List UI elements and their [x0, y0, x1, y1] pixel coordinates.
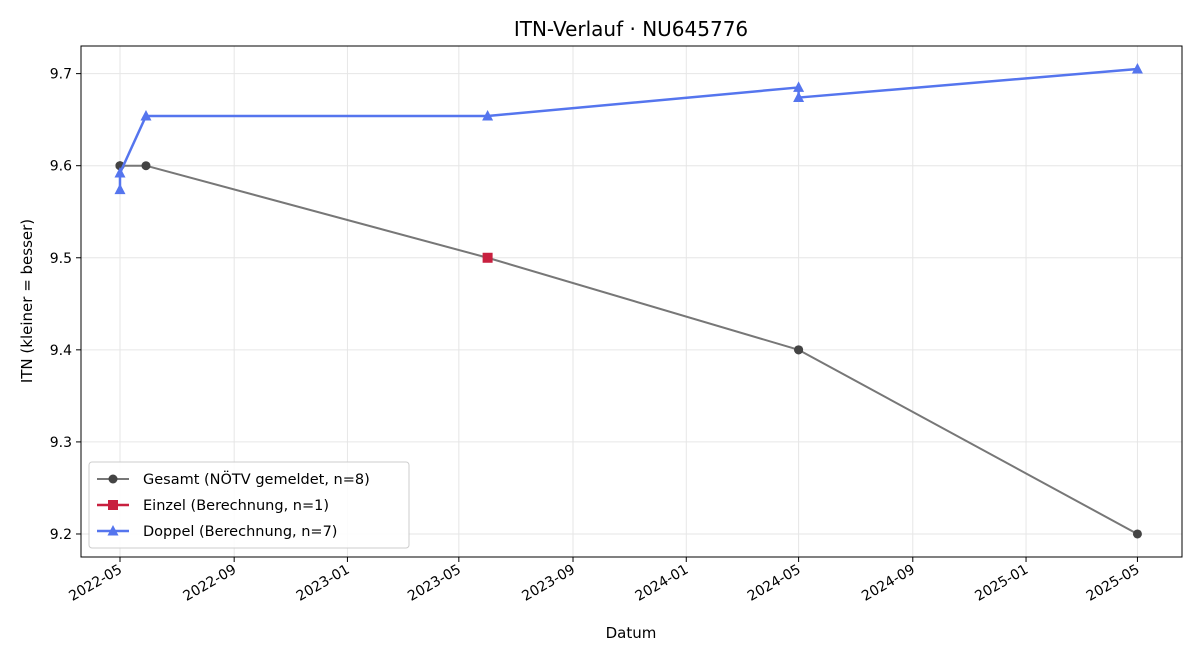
- y-tick-label: 9.4: [50, 343, 72, 359]
- legend: Gesamt (NÖTV gemeldet, n=8) Einzel (Berec…: [88, 461, 410, 549]
- legend-label: Gesamt (NÖTV gemeldet, n=8): [143, 470, 370, 488]
- data-point: [793, 81, 805, 92]
- data-point: [114, 183, 126, 195]
- x-axis-label: Datum: [606, 624, 657, 642]
- legend-marker: [108, 500, 118, 510]
- legend-label: Doppel (Berechnung, n=7): [143, 524, 337, 540]
- legend-item: Gesamt (NÖTV gemeldet, n=8): [97, 470, 370, 488]
- chart-title: ITN-Verlauf · NU645776: [514, 17, 748, 41]
- legend-item: Einzel (Berechnung, n=1): [97, 498, 329, 514]
- data-point: [482, 252, 493, 263]
- data-point: [1132, 529, 1142, 539]
- legend-marker: [107, 525, 119, 536]
- data-point: [140, 109, 152, 121]
- data-point: [793, 91, 805, 103]
- legend-item: Doppel (Berechnung, n=7): [97, 524, 337, 540]
- data-point: [114, 167, 126, 178]
- data-point: [1131, 63, 1143, 74]
- y-tick-label: 9.5: [50, 251, 72, 267]
- data-point: [141, 161, 151, 171]
- legend-label: Einzel (Berechnung, n=1): [143, 498, 329, 514]
- y-tick-label: 9.3: [50, 435, 72, 451]
- data-point: [482, 109, 494, 121]
- y-axis-label: ITN (kleiner = besser): [18, 219, 36, 383]
- y-tick-label: 9.2: [50, 527, 72, 543]
- plot-frame: [80, 45, 1183, 558]
- series-square: [482, 252, 493, 263]
- y-tick-label: 9.7: [50, 67, 72, 83]
- series-triangle: [114, 63, 1143, 195]
- legend-box: [88, 461, 410, 549]
- legend-marker: [108, 474, 118, 484]
- series-layer: [114, 63, 1143, 539]
- y-tick-label: 9.6: [50, 159, 72, 175]
- data-point: [794, 345, 804, 355]
